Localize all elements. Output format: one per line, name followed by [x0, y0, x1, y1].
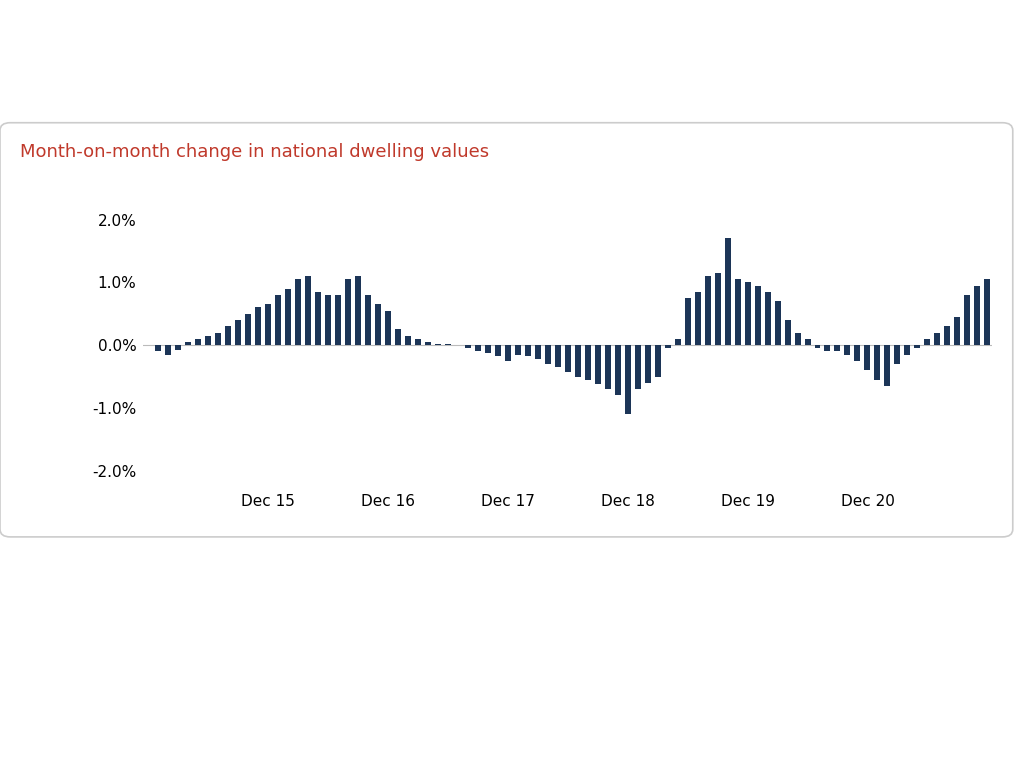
Bar	[335, 295, 341, 345]
Bar	[195, 339, 202, 345]
Bar	[915, 345, 921, 348]
Bar	[385, 311, 391, 345]
Bar	[735, 279, 741, 345]
Bar	[285, 288, 292, 345]
Bar	[774, 301, 781, 345]
Bar	[355, 276, 361, 345]
Bar	[785, 320, 791, 345]
Bar	[605, 345, 611, 389]
Bar	[155, 345, 162, 351]
Bar	[825, 345, 831, 351]
Bar	[644, 345, 651, 383]
Bar	[615, 345, 621, 395]
Bar	[954, 317, 961, 345]
Bar	[925, 339, 930, 345]
Bar	[485, 345, 491, 353]
Bar	[246, 314, 251, 345]
Bar	[585, 345, 590, 380]
Bar	[235, 320, 241, 345]
Bar	[984, 279, 990, 345]
Bar	[665, 345, 671, 348]
Bar	[674, 339, 680, 345]
Bar	[764, 291, 770, 345]
Bar	[695, 291, 701, 345]
Bar	[634, 345, 640, 389]
Bar	[655, 345, 661, 377]
Bar	[795, 333, 801, 345]
Bar	[405, 336, 411, 345]
Bar	[345, 279, 351, 345]
Bar	[755, 285, 760, 345]
Bar	[875, 345, 881, 380]
Bar	[745, 282, 751, 345]
Bar	[944, 326, 950, 345]
Bar	[515, 345, 521, 354]
Bar	[705, 276, 711, 345]
Bar	[885, 345, 890, 386]
Bar	[255, 308, 261, 345]
Bar	[175, 345, 181, 351]
Bar	[814, 345, 820, 348]
Bar	[265, 304, 271, 345]
Bar	[295, 279, 301, 345]
Bar	[934, 333, 940, 345]
Bar	[415, 339, 420, 345]
Bar	[835, 345, 841, 351]
Bar	[864, 345, 871, 370]
Bar	[974, 285, 980, 345]
Bar	[305, 276, 311, 345]
Bar	[545, 345, 550, 364]
Bar	[425, 342, 431, 345]
Bar	[594, 345, 601, 384]
Bar	[365, 295, 371, 345]
Bar	[165, 345, 171, 354]
Bar	[625, 345, 631, 414]
Bar	[495, 345, 501, 357]
Bar	[904, 345, 910, 354]
Bar	[575, 345, 581, 377]
Bar	[315, 291, 321, 345]
Bar	[445, 344, 451, 345]
Bar	[525, 345, 531, 357]
Bar	[375, 304, 381, 345]
Bar	[554, 345, 561, 367]
Bar	[854, 345, 860, 360]
Text: Month-on-month change in national dwelling values: Month-on-month change in national dwelli…	[20, 143, 490, 161]
Bar	[275, 295, 281, 345]
Bar	[965, 295, 971, 345]
Bar	[684, 298, 691, 345]
Bar	[215, 333, 221, 345]
Bar	[435, 344, 441, 345]
Bar	[804, 339, 810, 345]
Bar	[464, 345, 471, 348]
Bar	[565, 345, 571, 371]
Bar	[894, 345, 900, 364]
Bar	[185, 342, 191, 345]
Bar	[206, 336, 211, 345]
Bar	[325, 295, 331, 345]
Bar	[844, 345, 850, 354]
Bar	[475, 345, 481, 351]
Bar	[395, 330, 401, 345]
Bar	[535, 345, 541, 359]
Bar	[504, 345, 510, 360]
Bar	[724, 239, 730, 345]
Bar	[225, 326, 231, 345]
Bar	[715, 273, 720, 345]
